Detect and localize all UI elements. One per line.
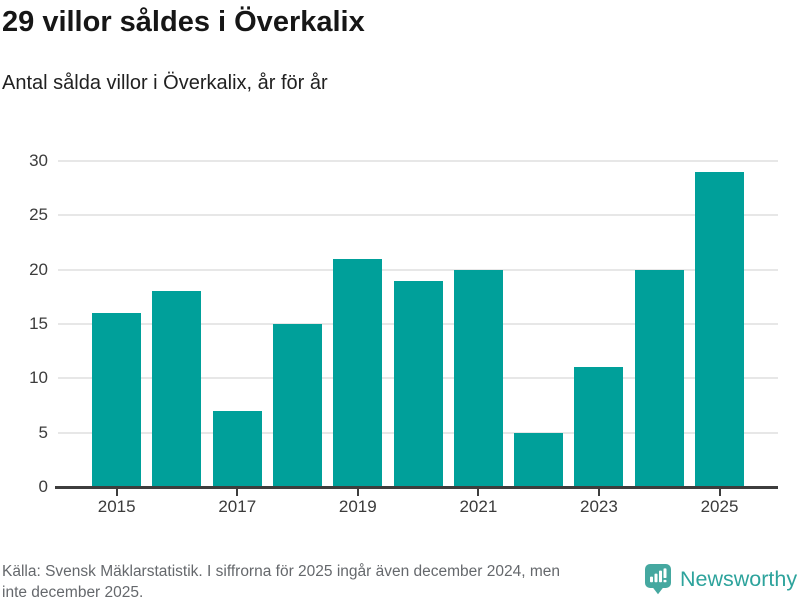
- gridline-25: [58, 214, 778, 217]
- y-axis-label-0: 0: [38, 477, 48, 496]
- source-line-2: inte december 2025.: [2, 584, 144, 601]
- y-axis-label-20: 20: [29, 259, 48, 279]
- x-axis-tick-2015: [115, 489, 118, 496]
- bar-2016: [152, 291, 202, 487]
- y-axis-label-10: 10: [29, 368, 48, 388]
- x-axis-line: [55, 486, 778, 489]
- x-axis-label-2021: 2021: [459, 497, 498, 516]
- newsworthy-logo-text: Newsworthy: [680, 566, 798, 591]
- page-title: 29 villor såldes i Överkalix: [2, 6, 365, 38]
- gridline-30: [58, 160, 778, 162]
- newsworthy-logo: Newsworthy: [645, 562, 797, 596]
- bar-2015: [92, 313, 142, 487]
- y-axis-label-30: 30: [29, 151, 48, 170]
- x-axis-label-2023: 2023: [580, 497, 618, 516]
- speech-bubble-bar-chart-icon: [645, 563, 671, 594]
- bar-2022: [514, 432, 564, 487]
- x-axis-label-2017: 2017: [218, 497, 257, 516]
- bar-2020: [393, 280, 443, 487]
- x-axis-tick-2021: [477, 489, 480, 496]
- gridline-20: [58, 268, 778, 271]
- source-line-1: Källa: Svensk Mäklarstatistik. I siffror…: [2, 563, 560, 580]
- x-axis-label-2015: 2015: [97, 497, 136, 516]
- bar-2019: [333, 258, 383, 487]
- x-axis-tick-2025: [718, 489, 721, 496]
- bar-2023: [574, 367, 624, 487]
- chart-subtitle: Antal sålda villor i Överkalix, år för å…: [2, 72, 328, 94]
- x-axis-tick-2019: [356, 489, 359, 496]
- x-axis-label-2019: 2019: [338, 497, 377, 516]
- bar-2024: [634, 269, 684, 487]
- bar-2018: [273, 324, 323, 487]
- plot-area: [58, 160, 778, 487]
- bar-2017: [212, 410, 262, 487]
- y-axis-label-15: 15: [29, 314, 48, 333]
- y-axis-label-5: 5: [38, 422, 48, 442]
- bar-2021: [453, 269, 503, 487]
- y-axis-label-25: 25: [29, 205, 48, 225]
- source-note: Källa: Svensk Mäklarstatistik. I siffror…: [2, 561, 560, 603]
- bar-2025: [695, 171, 744, 487]
- x-axis-tick-2017: [236, 489, 239, 496]
- x-axis-label-2025: 2025: [700, 497, 739, 516]
- x-axis-tick-2023: [597, 489, 600, 496]
